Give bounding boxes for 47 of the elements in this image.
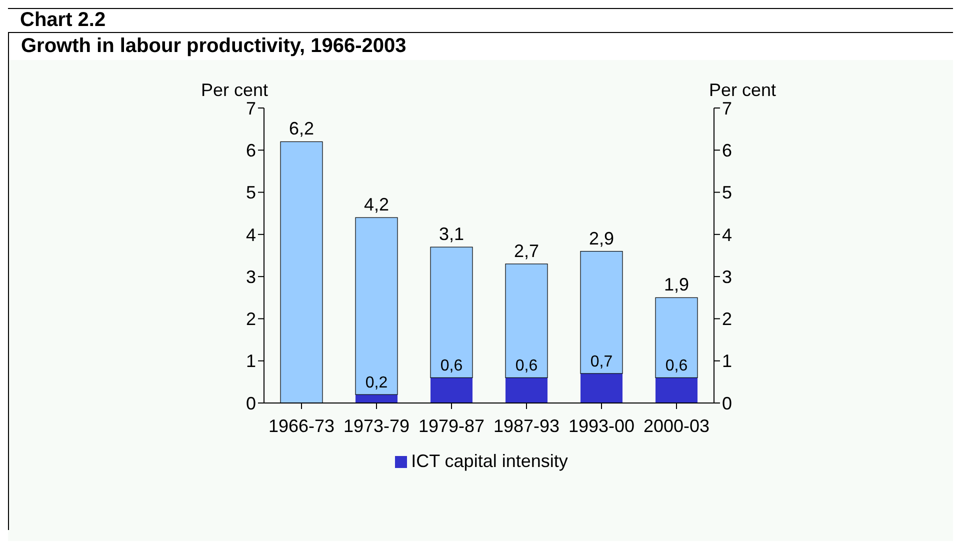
y-tick-label: 5 [246,182,256,203]
y2-tick-label: 3 [722,266,732,287]
chart-subtitle: Growth in labour productivity, 1966-2003 [8,33,953,60]
y-tick-label: 6 [246,140,256,161]
data-label: 2,9 [588,228,614,248]
bar [430,246,473,378]
data-label: 2,7 [514,240,540,261]
data-label: 0,6 [665,358,688,375]
x-tick-label: 1966-73 [268,416,335,436]
y-tick-label: 1 [246,351,256,372]
data-label: 3,1 [438,224,464,244]
bar [430,378,472,403]
data-label: 0,6 [440,358,463,375]
data-label: 0,6 [515,358,538,375]
y2-tick-label: 2 [722,309,732,330]
y-axis-title: Per cent [201,80,268,101]
bar [656,378,698,403]
y-tick-label: 7 [246,98,256,118]
x-tick-label: 1987-93 [493,416,560,436]
bar [506,378,548,403]
legend-label: ICT capital intensity [411,451,568,472]
text: Chart 2.2 [8,8,953,33]
y-tick-label: 4 [246,224,256,245]
y-tick-label: 3 [246,266,256,287]
x-tick-label: 1993-00 [568,416,635,436]
bar [505,264,548,378]
x-tick-label: 1973-79 [343,416,410,436]
y2-tick-label: 1 [722,351,732,372]
data-label: 6,2 [288,118,314,139]
bar [580,374,622,403]
data-label: 4,2 [364,194,390,215]
data-label: 0,2 [365,374,388,392]
y2-tick-label: 4 [722,224,732,245]
x-tick-label: 1979-87 [418,416,485,436]
y2-tick-label: 7 [722,98,732,118]
x-tick-label: 2000-03 [643,416,710,436]
y-tick-label: 0 [246,393,256,414]
bar [655,297,698,378]
data-label: 0,7 [590,354,613,370]
y2-axis-title: Per cent [709,80,776,101]
y2-tick-label: 0 [722,393,732,414]
data-label: 1,9 [664,274,690,295]
y-tick-label: 2 [246,309,256,330]
bar [580,250,623,374]
bar [355,217,398,395]
y2-tick-label: 5 [722,182,732,203]
y2-tick-label: 6 [722,140,732,161]
